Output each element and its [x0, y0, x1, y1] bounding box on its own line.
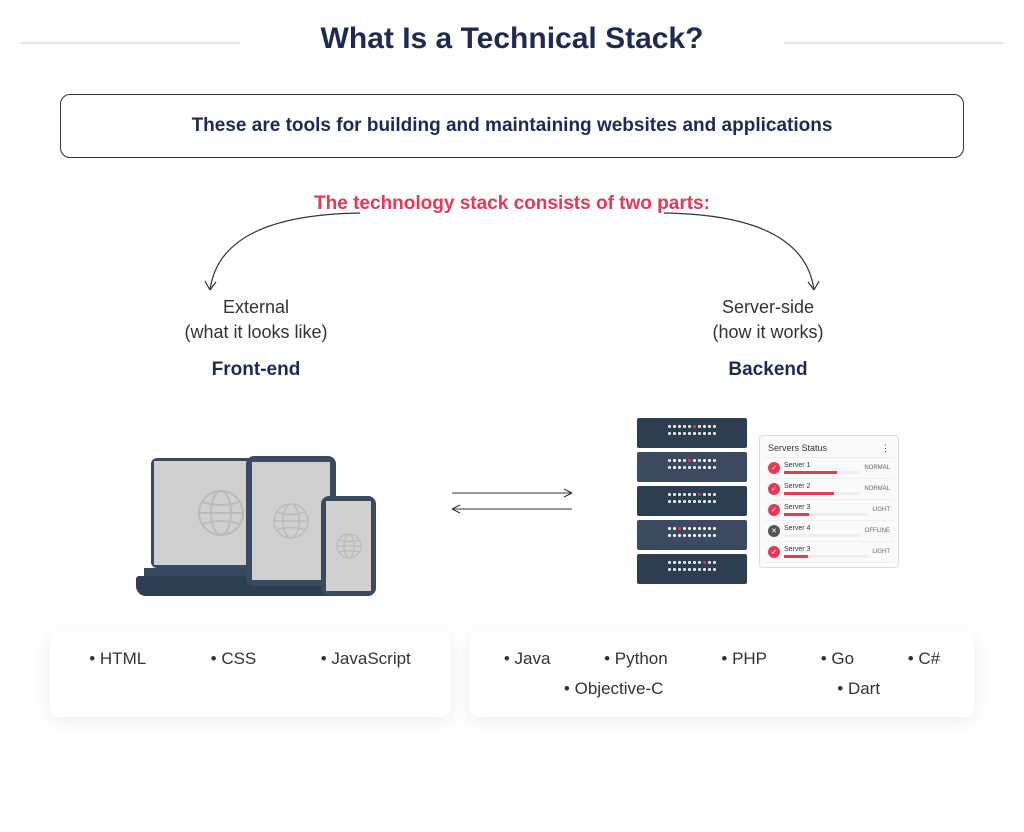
frontend-illustration	[96, 401, 416, 601]
tech-item: JavaScript	[321, 649, 411, 669]
backend-tech-card: Java Python PHP Go C# Objective-C Dart	[470, 631, 974, 717]
branch-arrows	[0, 215, 1024, 295]
status-row: ✕ Server 4 OFFLINE	[764, 521, 894, 542]
tech-item: Dart	[837, 679, 880, 699]
exchange-arrows-icon	[442, 481, 582, 521]
menu-dots-icon: ⋮	[881, 443, 890, 454]
status-indicator-icon: ✓	[768, 504, 780, 516]
tech-cards-row: HTML CSS JavaScript Java Python PHP Go C# Objec…	[0, 631, 1024, 717]
tech-item: PHP	[721, 649, 767, 669]
backend-illustration: Servers Status ⋮ ✓ Server 1 NORMAL ✓ Ser…	[608, 401, 928, 601]
globe-icon	[271, 501, 311, 541]
frontend-sub2: (what it looks like)	[56, 320, 456, 345]
tech-item: Java	[504, 649, 551, 669]
status-label: NORMAL	[864, 486, 890, 492]
status-label: LIGHT	[872, 507, 890, 513]
backend-title: Backend	[568, 359, 968, 381]
status-indicator-icon: ✓	[768, 483, 780, 495]
frontend-title: Front-end	[56, 359, 456, 381]
server-name: Server 3	[784, 546, 868, 553]
branch-labels: External (what it looks like) Front-end …	[0, 295, 1024, 381]
status-row: ✓ Server 1 NORMAL	[764, 458, 894, 479]
status-row: ✓ Server 3 LIGHT	[764, 542, 894, 563]
globe-icon	[335, 532, 363, 560]
server-name: Server 1	[784, 462, 860, 469]
tech-item: Python	[604, 649, 668, 669]
status-header-title: Servers Status	[768, 443, 827, 454]
tech-item: C#	[908, 649, 940, 669]
illustrations-row: Servers Status ⋮ ✓ Server 1 NORMAL ✓ Ser…	[0, 401, 1024, 601]
status-indicator-icon: ✕	[768, 525, 780, 537]
backend-sub2: (how it works)	[568, 320, 968, 345]
subtitle: The technology stack consists of two par…	[0, 193, 1024, 215]
status-label: OFFLINE	[865, 528, 890, 534]
arrow-right-icon	[654, 205, 834, 305]
tech-item: CSS	[211, 649, 257, 669]
status-label: LIGHT	[872, 549, 890, 555]
status-indicator-icon: ✓	[768, 462, 780, 474]
status-row: ✓ Server 2 NORMAL	[764, 479, 894, 500]
frontend-tech-card: HTML CSS JavaScript	[50, 631, 450, 717]
branch-backend: Server-side (how it works) Backend	[568, 295, 968, 381]
server-name: Server 2	[784, 483, 860, 490]
tech-item: HTML	[89, 649, 146, 669]
server-name: Server 4	[784, 525, 861, 532]
page-title: What Is a Technical Stack?	[0, 0, 1024, 74]
status-label: NORMAL	[864, 465, 890, 471]
server-status-panel: Servers Status ⋮ ✓ Server 1 NORMAL ✓ Ser…	[759, 435, 899, 568]
globe-icon	[196, 488, 246, 538]
phone-icon	[321, 496, 376, 596]
server-rack-icon	[637, 418, 747, 584]
status-row: ✓ Server 3 LIGHT	[764, 500, 894, 521]
branch-frontend: External (what it looks like) Front-end	[56, 295, 456, 381]
server-name: Server 3	[784, 504, 868, 511]
tech-item: Go	[821, 649, 854, 669]
description-box: These are tools for building and maintai…	[60, 94, 964, 158]
arrow-left-icon	[190, 205, 370, 305]
status-indicator-icon: ✓	[768, 546, 780, 558]
tech-item: Objective-C	[564, 679, 664, 699]
